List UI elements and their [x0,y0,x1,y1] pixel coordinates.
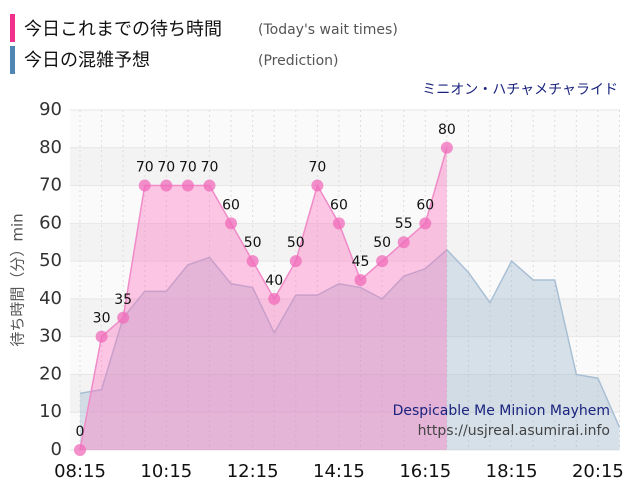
data-label: 50 [373,235,391,251]
point [268,292,281,305]
y-tick-label: 40 [39,288,62,309]
x-tick-label: 08:15 [54,461,106,482]
y-tick-label: 10 [39,401,62,422]
point [181,179,194,192]
data-label: 0 [76,424,85,440]
grid-band [70,261,620,299]
y-tick-label: 70 [39,175,62,196]
x-tick-label: 18:15 [486,461,538,482]
series-line [79,248,621,428]
data-label: 40 [265,273,283,289]
y-tick-label: 60 [39,212,62,233]
legend-label: 今日の混雑予想 [24,50,150,71]
data-label: 60 [222,197,240,213]
data-label: 60 [416,197,434,213]
point [138,179,151,192]
y-axis-label: 待ち時間（分）min [9,213,27,346]
y-tick-label: 90 [39,99,62,120]
annotation: Despicable Me Minion Mayhem [393,403,610,419]
x-tick-label: 10:15 [140,461,192,482]
y-tick-label: 30 [39,326,62,347]
grid-band [70,374,620,413]
point [225,217,238,230]
data-label: 45 [352,254,370,270]
point [74,444,86,456]
grid-band [70,412,620,450]
data-label: 70 [157,160,175,176]
point [95,330,108,343]
data-label: 35 [114,292,132,308]
data-label: 50 [287,235,305,251]
x-tick-label: 12:15 [227,461,279,482]
legend-swatch [10,14,15,42]
y-tick-label: 80 [39,137,62,158]
data-label: 70 [201,160,219,176]
point [246,255,259,268]
data-label: 50 [244,235,262,251]
x-tick-label: 14:15 [313,461,365,482]
legend-note: (Today's wait times) [258,22,398,38]
data-label: 70 [179,160,197,176]
legend-note: (Prediction) [258,53,338,69]
point [397,236,410,249]
ride-name: ミニオン・ハチャメチャライド [422,82,618,98]
y-tick-label: 50 [39,250,62,271]
grid-band [70,110,620,148]
point [203,179,216,192]
data-label: 80 [438,122,456,138]
point [419,217,432,230]
x-tick-label: 20:15 [572,461,624,482]
series-area [80,249,620,450]
data-label: 70 [308,160,326,176]
point [289,255,302,268]
grid-band [70,336,620,375]
legend-label: 今日これまでの待ち時間 [24,19,222,40]
y-tick-label: 0 [51,439,62,460]
data-label: 70 [136,160,154,176]
data-label: 30 [93,311,111,327]
point [376,255,389,268]
x-tick-label: 16:15 [399,461,451,482]
grid-band [70,223,620,262]
annotation: https://usjreal.asumirai.info [418,423,610,439]
grid-band [70,147,620,186]
y-tick-label: 20 [39,363,62,384]
point [311,179,324,192]
grid-band [70,298,620,337]
point [354,274,367,286]
series-area [80,147,447,450]
point [440,141,453,154]
data-label: 55 [395,216,413,232]
data-label: 60 [330,197,348,213]
point [117,311,130,324]
grid-band [70,185,620,224]
point [332,217,345,230]
legend-swatch [10,46,15,74]
point [160,179,173,192]
